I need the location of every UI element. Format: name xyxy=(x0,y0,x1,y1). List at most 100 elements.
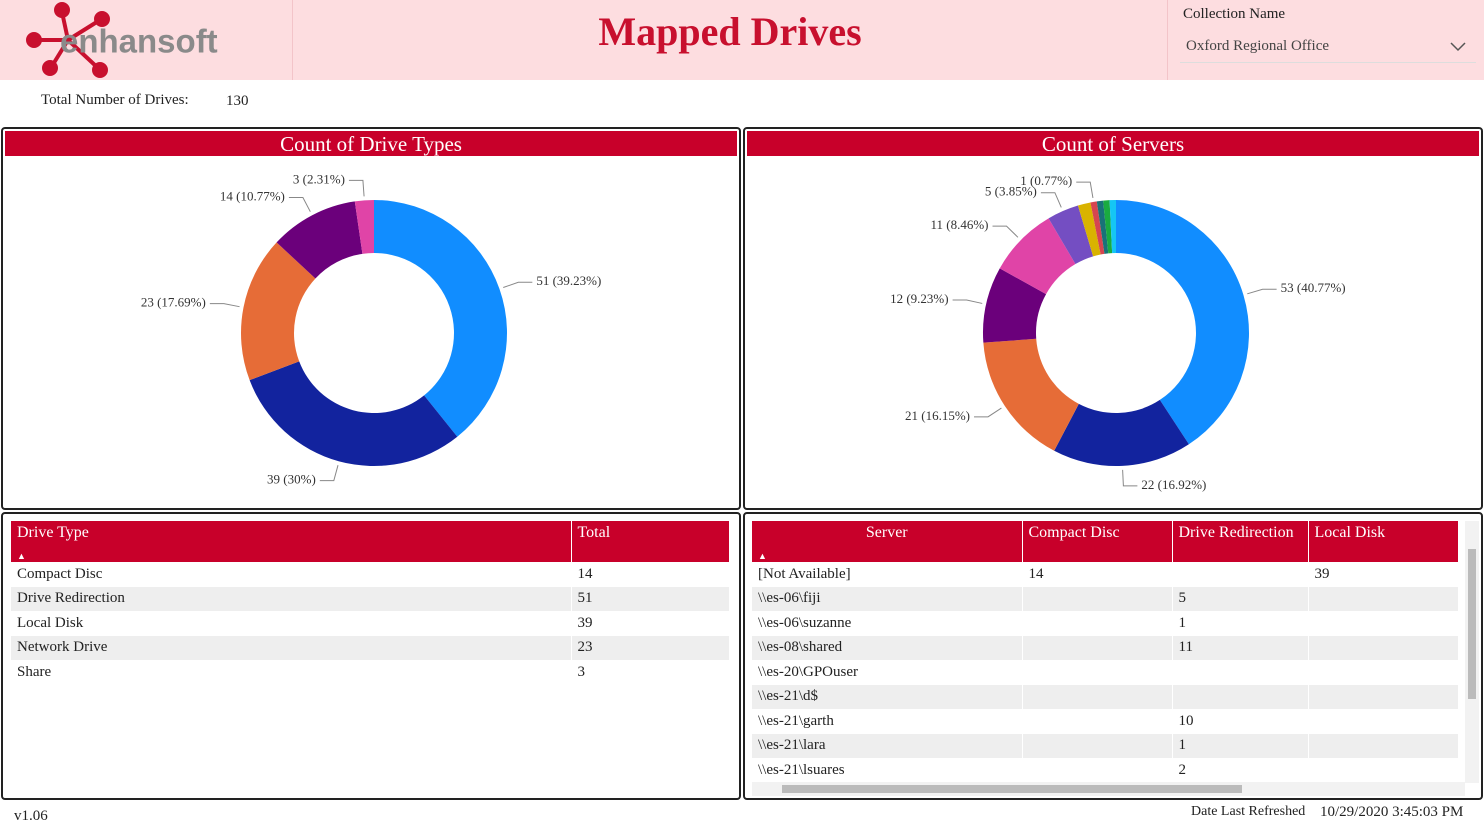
table-cell: 23 xyxy=(571,635,730,660)
summary-value: 130 xyxy=(226,93,249,109)
header-row: Drive Type ▲ Total xyxy=(11,521,730,562)
filter-value: Oxford Regional Office xyxy=(1186,38,1330,54)
slice xyxy=(1109,200,1116,254)
data-label: 12 (9.23%) xyxy=(890,291,949,306)
table-cell xyxy=(1022,586,1173,611)
table-cell: 2 xyxy=(1172,758,1309,783)
column-title: Total xyxy=(577,524,611,541)
table-cell: 1 xyxy=(1172,733,1309,758)
table-cell xyxy=(1022,635,1173,660)
table-cell: 10 xyxy=(1172,709,1309,734)
table-cell: Drive Redirection xyxy=(11,586,572,611)
h-scrollbar[interactable] xyxy=(752,782,1465,796)
table-row: \\es-06\suzanne 1 xyxy=(752,611,1459,636)
chart: 53 (40.77%) 22 (16.92%) 21 (16.15%) 12 (9.2… xyxy=(890,173,1346,492)
data-label: 11 (8.46%) xyxy=(930,217,988,232)
table-cell: 14 xyxy=(571,562,730,587)
data-label: 23 (17.69%) xyxy=(141,295,206,310)
column-header[interactable]: Compact Disc xyxy=(1022,521,1173,562)
table-cell: 39 xyxy=(571,611,730,636)
table-row: \\es-21\garth 10 xyxy=(752,709,1459,734)
sort-arrow: ▲ xyxy=(17,551,26,561)
table: Drive Type ▲ Total Compact Disc 14 Drive Redi… xyxy=(11,521,730,685)
leader-line xyxy=(974,407,1002,418)
table-cell xyxy=(1022,709,1173,734)
table-cell xyxy=(1308,709,1459,734)
logo-text: enhansoft xyxy=(60,23,218,60)
slice xyxy=(1103,200,1113,254)
filter-dropdown[interactable]: Oxford Regional Office xyxy=(1180,32,1476,63)
table-cell xyxy=(1172,684,1309,709)
data-label: 5 (3.85%) xyxy=(985,184,1037,199)
data-label: 22 (16.92%) xyxy=(1141,477,1206,492)
leader-line xyxy=(1122,469,1138,487)
table-cell: Share xyxy=(11,660,572,685)
table-cell: 11 xyxy=(1172,635,1309,660)
table-body: Compact Disc 14 Drive Redirection 51 Local D… xyxy=(11,562,730,685)
header-row: Server ▲ Compact Disc Drive Redirection Loca… xyxy=(752,521,1459,562)
slice xyxy=(354,200,374,254)
data-label: 53 (40.77%) xyxy=(1281,280,1346,295)
column-header[interactable]: Total xyxy=(571,521,730,562)
column-header[interactable]: Drive Type ▲ xyxy=(11,521,572,562)
slice xyxy=(1090,201,1105,255)
slice xyxy=(1116,200,1249,445)
table-cell: 5 xyxy=(1172,586,1309,611)
table-row: \\es-21\lsuares 2 xyxy=(752,758,1459,783)
table-row: Local Disk 39 xyxy=(11,611,730,636)
table: Server ▲ Compact Disc Drive Redirection Loca… xyxy=(752,521,1459,783)
data-label: 39 (30%) xyxy=(267,472,316,487)
v-scrollbar[interactable] xyxy=(1465,521,1479,783)
column-header[interactable]: Local Disk xyxy=(1308,521,1459,562)
table-cell xyxy=(1022,758,1173,783)
leader-line xyxy=(503,281,533,289)
header: enhansoft Mapped Drives Collection Name … xyxy=(0,0,1484,80)
column-header[interactable]: Drive Redirection xyxy=(1172,521,1309,562)
table-cell: 1 xyxy=(1172,611,1309,636)
table-cell: 51 xyxy=(571,586,730,611)
table-row: [Not Available] 14 39 xyxy=(752,562,1459,587)
leader-line xyxy=(1076,181,1094,199)
table-body: [Not Available] 14 39 \\es-06\fiji 5 \\es-06\… xyxy=(752,562,1459,783)
table-cell: \\es-21\d$ xyxy=(752,684,1023,709)
v-scroll-thumb[interactable] xyxy=(1468,549,1476,699)
h-scroll-thumb[interactable] xyxy=(782,785,1242,793)
table-row: \\es-06\fiji 5 xyxy=(752,586,1459,611)
data-label: 14 (10.77%) xyxy=(220,189,285,204)
table-cell: 39 xyxy=(1308,562,1459,587)
table-cell: Compact Disc xyxy=(11,562,572,587)
slice xyxy=(249,361,458,466)
table-header: Server ▲ Compact Disc Drive Redirection Loca… xyxy=(752,521,1459,562)
table-cell xyxy=(1308,611,1459,636)
table-cell: \\es-21\lara xyxy=(752,733,1023,758)
data-label: 21 (16.15%) xyxy=(905,408,970,423)
column-title: Compact Disc xyxy=(1028,524,1120,541)
slice xyxy=(1077,202,1101,257)
table-cell xyxy=(1022,684,1173,709)
leader-line xyxy=(992,225,1019,238)
slice xyxy=(983,338,1079,451)
chart-title: Count of Drive Types xyxy=(5,131,737,156)
chart-panel: Count of Servers 53 (40.77%) 22 (16.92%) 2… xyxy=(743,127,1483,510)
table-cell xyxy=(1022,733,1173,758)
table-cell xyxy=(1172,660,1309,685)
filter-label: Collection Name xyxy=(1183,6,1286,22)
table-cell xyxy=(1308,586,1459,611)
logo-graphic: enhansoft xyxy=(26,2,218,78)
table-row: Drive Redirection 51 xyxy=(11,586,730,611)
table-panel: Server ▲ Compact Disc Drive Redirection Loca… xyxy=(743,512,1483,800)
column-title: Local Disk xyxy=(1314,524,1386,541)
slice xyxy=(1048,205,1094,265)
table-row: \\es-20\GPOuser xyxy=(752,660,1459,685)
table-cell: 3 xyxy=(571,660,730,685)
slice xyxy=(276,201,363,279)
slice xyxy=(374,200,508,437)
slice xyxy=(1096,200,1109,254)
chart-panel: Count of Drive Types 51 (39.23%) 39 (30%)… xyxy=(1,127,741,510)
leader-line xyxy=(348,179,365,197)
table-cell xyxy=(1308,660,1459,685)
column-header[interactable]: Server ▲ xyxy=(752,521,1023,562)
table-cell xyxy=(1172,562,1309,587)
table-row: \\es-21\lara 1 xyxy=(752,733,1459,758)
chart-title: Count of Servers xyxy=(747,131,1479,156)
